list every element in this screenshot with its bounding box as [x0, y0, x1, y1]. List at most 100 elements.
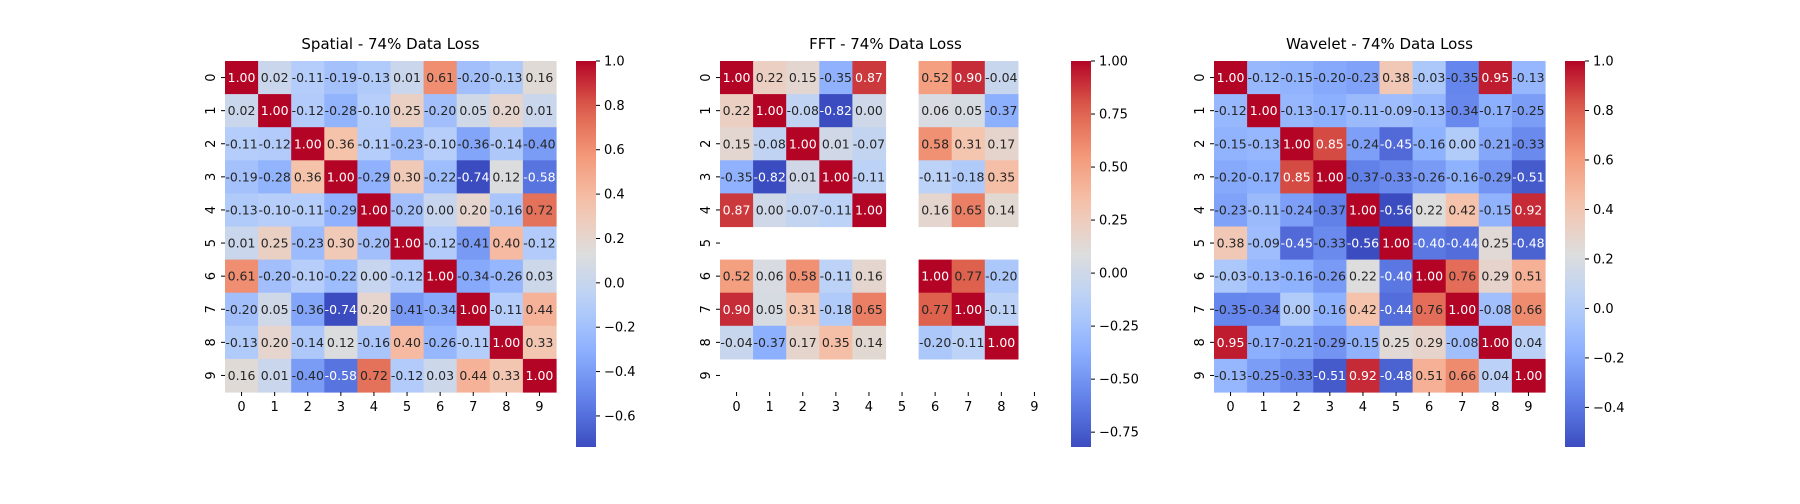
heatmap-cell [1313, 61, 1347, 95]
heatmap-cell [1346, 292, 1381, 327]
x-tick-label: 3 [832, 400, 840, 415]
cell-value-label: 0.01 [393, 70, 421, 85]
cell-value-label: -0.33 [1380, 169, 1412, 184]
cell-value-label: -0.21 [1281, 335, 1313, 350]
cell-value-label: 0.90 [954, 70, 982, 85]
cell-value-label: -0.08 [1479, 302, 1511, 317]
heatmap-cell [258, 160, 292, 194]
cell-value-label: 0.58 [789, 269, 817, 284]
heatmap-cell [918, 160, 953, 194]
heatmap-cell [489, 325, 524, 360]
cell-value-label: 0.58 [921, 136, 949, 151]
cell-value-label: -0.56 [1380, 202, 1412, 217]
cell-value-label: 0.01 [228, 236, 256, 251]
heatmap-cell [225, 358, 259, 393]
colorbar [1565, 61, 1585, 447]
cell-value-label: -0.12 [391, 269, 423, 284]
heatmap-cell [489, 226, 524, 261]
cell-value-label: 0.25 [393, 103, 421, 118]
x-tick-label: 7 [1458, 400, 1466, 415]
cell-value-label: 0.03 [526, 269, 554, 284]
heatmap-cell [1313, 358, 1347, 393]
cell-value-label: -0.33 [1281, 368, 1313, 383]
cell-value-label: -0.40 [523, 136, 555, 151]
cell-value-label: 1.00 [1250, 103, 1278, 118]
cell-value-label: -0.16 [490, 202, 522, 217]
cell-value-label: 0.04 [1515, 335, 1543, 350]
cell-value-label: 0.00 [360, 269, 388, 284]
x-tick-label: 9 [1524, 400, 1532, 415]
cell-value-label: -0.26 [490, 269, 522, 284]
heatmap-cell [720, 160, 754, 194]
heatmap-cell [1346, 61, 1381, 95]
cell-value-label: 1.00 [1415, 269, 1443, 284]
heatmap-cell [225, 61, 259, 95]
cell-value-label: 0.40 [492, 236, 520, 251]
cell-value-label: 0.02 [228, 103, 256, 118]
heatmap-cell [1313, 226, 1347, 261]
cell-value-label: -0.08 [753, 136, 785, 151]
cell-value-label: -0.35 [820, 70, 852, 85]
cell-value-label: -0.56 [1347, 236, 1379, 251]
cell-value-label: 1.00 [228, 70, 256, 85]
cell-value-label: 0.40 [393, 335, 421, 350]
heatmap-cell [225, 193, 259, 228]
cell-value-label: 0.29 [1481, 269, 1509, 284]
y-tick-label: 4 [1193, 206, 1208, 214]
heatmap-cell [291, 226, 325, 261]
y-tick-label: 0 [1193, 73, 1208, 81]
heatmap-cell [390, 259, 425, 294]
heatmap-cell [1445, 61, 1480, 95]
cell-value-label: -0.15 [1281, 70, 1313, 85]
cell-value-label: -0.45 [1281, 236, 1313, 251]
cell-value-label: 0.02 [261, 70, 289, 85]
heatmap-cell [720, 127, 754, 161]
heatmap-cell [951, 94, 986, 128]
heatmap-cell [225, 94, 259, 128]
cell-value-label: -0.20 [1214, 169, 1246, 184]
heatmap-cell [1214, 325, 1248, 360]
heatmap-cell [951, 61, 986, 95]
cell-value-label: -0.35 [1214, 302, 1246, 317]
heatmap-cell [1511, 292, 1546, 327]
heatmap-cell [489, 259, 524, 294]
cell-value-label: 0.05 [459, 103, 487, 118]
cell-value-label: -0.36 [457, 136, 489, 151]
heatmap-cell [522, 292, 557, 327]
heatmap-cell [324, 292, 358, 327]
heatmap-cell [786, 160, 820, 194]
heatmap-cell [1445, 193, 1480, 228]
cell-value-label: -0.16 [1446, 169, 1478, 184]
cell-value-label: 0.01 [822, 136, 850, 151]
cell-value-label: 1.00 [723, 70, 751, 85]
cell-value-label: -0.20 [358, 236, 390, 251]
cell-value-label: 0.25 [1481, 236, 1509, 251]
heatmap-cell [258, 61, 292, 95]
heatmap-cell [258, 193, 292, 228]
heatmap-cell [819, 193, 853, 228]
heatmap-cell [258, 325, 292, 360]
colorbar-tick-label: 0.6 [604, 143, 625, 158]
cell-value-label: 0.72 [526, 202, 554, 217]
heatmap-cell [1280, 94, 1314, 128]
heatmap-cell [522, 325, 557, 360]
cell-value-label: 0.25 [1382, 335, 1410, 350]
cell-value-label: 1.00 [492, 335, 520, 350]
colorbar-tick-label: 0.25 [1099, 214, 1128, 229]
heatmap-cell [984, 61, 1019, 95]
heatmap-cell [1346, 325, 1381, 360]
cell-value-label: 0.33 [492, 368, 520, 383]
cell-value-label: 0.76 [1448, 269, 1476, 284]
colorbar-tick-label: 1.0 [604, 55, 625, 70]
heatmap-cell [324, 226, 358, 261]
cell-value-label: 0.36 [294, 169, 322, 184]
heatmap-cell [753, 127, 787, 161]
heatmap-cell [951, 160, 986, 194]
cell-value-label: -0.20 [391, 202, 423, 217]
cell-value-label: -0.11 [358, 136, 390, 151]
heatmap-cell [423, 259, 458, 294]
cell-value-label: 0.76 [1415, 302, 1443, 317]
heatmap-title: FFT - 74% Data Loss [809, 35, 962, 53]
colorbar-tick-label: 0.4 [604, 188, 625, 203]
heatmap-cell [225, 325, 259, 360]
